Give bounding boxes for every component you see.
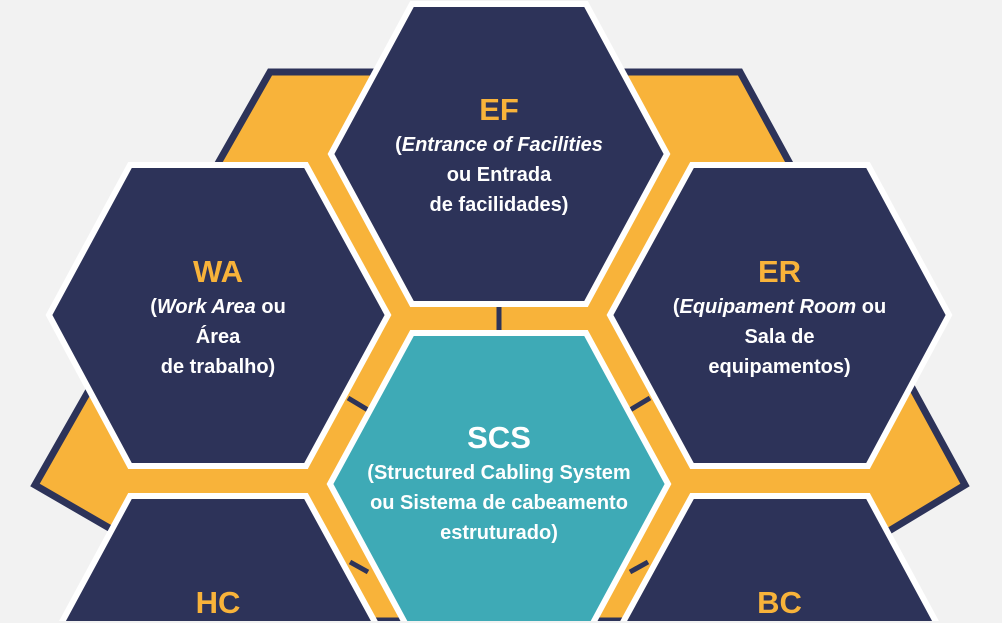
- hexagon-hc-label: HC: [58, 585, 378, 623]
- hexagon-wa-paren: (: [150, 296, 157, 318]
- hexagon-scs-line1: (Structured Cabling System: [367, 462, 631, 484]
- hexagon-er-italic: Equipament Room: [679, 296, 857, 318]
- hexagon-ef-line3: de facilidades): [429, 194, 569, 216]
- hexagon-ef-line1: (Entrance of Facilities: [340, 130, 658, 160]
- hexagon-ef-paren: (: [395, 134, 402, 156]
- hexagon-er-line2: Sala de: [744, 326, 815, 348]
- hexagon-scs: [326, 330, 672, 621]
- hexagon-wa-label: WA (Work Area ou Área de trabalho): [58, 254, 378, 382]
- hexagon-bc: [620, 493, 939, 621]
- hexagon-er-suffix: ou: [856, 296, 887, 318]
- hexagon-bc-code: BC: [757, 585, 802, 620]
- connector-wa-scs: [346, 395, 370, 413]
- hexagon-ef-label: EF (Entrance of Facilities ou Entrada de…: [340, 92, 658, 220]
- hexagon-ef: [327, 0, 671, 307]
- hexagon-scs-line3: estruturado): [440, 522, 558, 544]
- hexagon-er-code: ER: [757, 254, 802, 289]
- hexagon-wa: [45, 162, 392, 469]
- hexagon-er-line3: equipamentos): [708, 356, 851, 378]
- hexagon-scs-code: SCS: [467, 420, 531, 455]
- connector-hc-scs: [348, 559, 370, 575]
- hexagon-er-line1: (Equipament Room ou: [618, 292, 941, 322]
- connector-er-scs: [628, 395, 652, 413]
- hexagon-hc-code: HC: [195, 585, 241, 620]
- hexagon-ef-line2: ou Entrada: [446, 164, 552, 186]
- hexagon-ef-italic: Entrance of Facilities: [401, 134, 603, 156]
- hexagon-wa-italic: Work Area: [156, 296, 256, 318]
- connector-bc-scs: [628, 559, 650, 575]
- hexagon-hc: [59, 493, 378, 621]
- hexagon-wa-line2: Área: [195, 326, 241, 348]
- hexagon-scs-line2: ou Sistema de cabeamento: [370, 492, 628, 514]
- hexagon-er-label: ER (Equipament Room ou Sala de equipamen…: [618, 254, 941, 382]
- hexagon-ef-code: EF: [479, 92, 519, 127]
- hexagon-bc-label: BC: [618, 585, 941, 623]
- hexagon-scs-label: SCS (Structured Cabling System ou Sistem…: [340, 420, 658, 548]
- hexagon-wa-line1: (Work Area ou: [58, 292, 378, 322]
- hexagon-er-paren: (: [672, 296, 680, 318]
- hexagon-wa-code: WA: [193, 254, 243, 289]
- hexagon-er: [606, 162, 953, 469]
- hexagon-wa-suffix: ou: [255, 296, 286, 318]
- hexagon-wa-line3: de trabalho): [160, 356, 276, 378]
